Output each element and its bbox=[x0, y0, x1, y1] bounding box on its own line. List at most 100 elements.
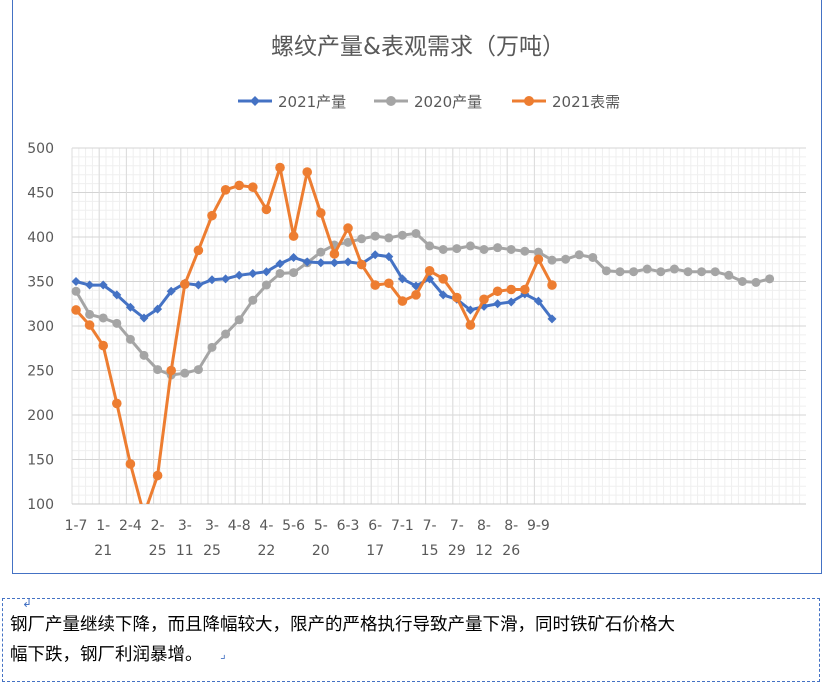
x-tick-label: 2- bbox=[151, 518, 165, 534]
series-point-2 bbox=[452, 292, 462, 303]
series-point-1 bbox=[316, 247, 326, 257]
series-point-0 bbox=[533, 296, 543, 306]
y-tick-label: 350 bbox=[27, 275, 54, 291]
series-point-1 bbox=[370, 231, 380, 241]
x-tick-label: 7-1 bbox=[391, 518, 414, 534]
series-point-0 bbox=[370, 250, 380, 260]
series-point-0 bbox=[85, 280, 95, 290]
caption-line-2: 幅下跌，钢厂利润暴增。 bbox=[10, 645, 203, 665]
series-point-2 bbox=[166, 365, 176, 376]
series-point-1 bbox=[411, 228, 421, 238]
series-point-1 bbox=[153, 365, 163, 375]
x-tick-label: 8- bbox=[504, 518, 518, 534]
series-point-2 bbox=[71, 305, 81, 315]
series-point-0 bbox=[547, 314, 557, 324]
series-point-0 bbox=[125, 302, 135, 312]
series-point-2 bbox=[356, 259, 367, 270]
legend-marker-1 bbox=[386, 96, 396, 106]
x-tick-label-line2: 20 bbox=[312, 543, 330, 559]
series-point-0 bbox=[139, 313, 149, 323]
series-point-1 bbox=[520, 246, 530, 256]
series-point-2 bbox=[152, 470, 163, 481]
series-point-0 bbox=[397, 274, 407, 284]
series-point-1 bbox=[751, 277, 761, 287]
series-point-2 bbox=[302, 167, 313, 177]
series-point-0 bbox=[302, 257, 312, 267]
x-tick-label: 4-8 bbox=[228, 518, 251, 534]
x-tick-label-line2: 15 bbox=[421, 543, 439, 559]
x-tick-label: 7- bbox=[423, 518, 437, 534]
y-tick-label: 500 bbox=[27, 141, 54, 157]
series-point-2 bbox=[397, 296, 408, 306]
line-chart: 100 150 200 250 300 350 400 450 500 1-7 1- 21 2-4 2- 2… bbox=[27, 34, 806, 559]
series-point-1 bbox=[697, 267, 707, 277]
x-tick-label-line2: 26 bbox=[502, 543, 520, 559]
legend-label-0: 2021产量 bbox=[278, 93, 346, 111]
series-point-1 bbox=[71, 286, 81, 296]
x-tick-label: 9-9 bbox=[527, 518, 550, 534]
x-tick-label: 2-4 bbox=[119, 518, 142, 534]
series-point-2 bbox=[533, 254, 544, 265]
series-point-1 bbox=[574, 250, 584, 260]
chart-title: 螺纹产量&表观需求（万吨） bbox=[271, 34, 565, 60]
series-point-1 bbox=[234, 315, 244, 325]
x-tick-label-line2: 21 bbox=[94, 543, 112, 559]
legend-marker-2 bbox=[524, 96, 534, 106]
series-point-1 bbox=[180, 368, 190, 378]
x-tick-label-line2: 29 bbox=[448, 543, 466, 559]
y-tick-label: 300 bbox=[27, 319, 54, 335]
x-tick-label: 5-6 bbox=[282, 518, 305, 534]
caption-line-1: 钢厂产量继续下降，而且降幅较大，限产的严格执行导致产量下滑，同时铁矿石价格大 bbox=[10, 615, 675, 635]
series-point-2 bbox=[506, 284, 516, 295]
series-point-2 bbox=[520, 284, 530, 295]
series-point-2 bbox=[370, 280, 381, 290]
series-point-1 bbox=[125, 334, 135, 344]
series-line-1 bbox=[74, 231, 770, 377]
caption-box bbox=[2, 598, 820, 682]
x-tick-label-line2: 22 bbox=[257, 543, 275, 559]
series-point-1 bbox=[384, 233, 394, 243]
series-point-1 bbox=[629, 267, 639, 277]
series-point-1 bbox=[221, 329, 231, 339]
series-point-1 bbox=[710, 267, 720, 277]
series-point-2 bbox=[207, 210, 217, 221]
series-point-0 bbox=[438, 290, 448, 300]
series-point-2 bbox=[234, 180, 244, 191]
series-point-2 bbox=[275, 162, 285, 173]
series-point-1 bbox=[289, 268, 299, 278]
x-tick-label: 1- bbox=[96, 518, 110, 534]
x-tick-label: 6-3 bbox=[337, 518, 360, 534]
x-tick-label: 7- bbox=[450, 518, 464, 534]
series-point-1 bbox=[207, 342, 217, 352]
series-point-1 bbox=[642, 264, 652, 274]
series-point-1 bbox=[275, 268, 285, 278]
x-tick-label-line2: 25 bbox=[149, 543, 167, 559]
x-tick-label-line2: 11 bbox=[176, 543, 194, 559]
legend-label-1: 2020产量 bbox=[414, 93, 482, 111]
series-point-0 bbox=[329, 258, 339, 268]
series-point-0 bbox=[207, 275, 217, 285]
series-point-1 bbox=[656, 267, 666, 277]
y-tick-label: 250 bbox=[27, 364, 54, 380]
series-point-0 bbox=[71, 277, 81, 286]
series-point-0 bbox=[275, 259, 285, 269]
series-point-1 bbox=[493, 243, 503, 253]
series-point-2 bbox=[438, 274, 449, 284]
series-point-2 bbox=[112, 398, 122, 409]
series-point-1 bbox=[438, 244, 448, 254]
series-point-2 bbox=[288, 231, 299, 241]
series-point-1 bbox=[615, 267, 625, 277]
series-point-2 bbox=[125, 459, 136, 469]
x-tick-label-line2: 17 bbox=[366, 543, 384, 559]
series-point-2 bbox=[98, 340, 108, 351]
series-point-0 bbox=[166, 286, 176, 296]
series-point-0 bbox=[316, 258, 326, 268]
series-point-1 bbox=[669, 264, 679, 274]
series-point-1 bbox=[397, 230, 407, 240]
y-tick-label: 150 bbox=[27, 453, 54, 469]
series-point-1 bbox=[98, 313, 108, 323]
series-point-1 bbox=[506, 244, 516, 254]
x-tick-label: 6- bbox=[368, 518, 382, 534]
series-point-0 bbox=[221, 274, 231, 284]
series-point-2 bbox=[316, 208, 326, 218]
